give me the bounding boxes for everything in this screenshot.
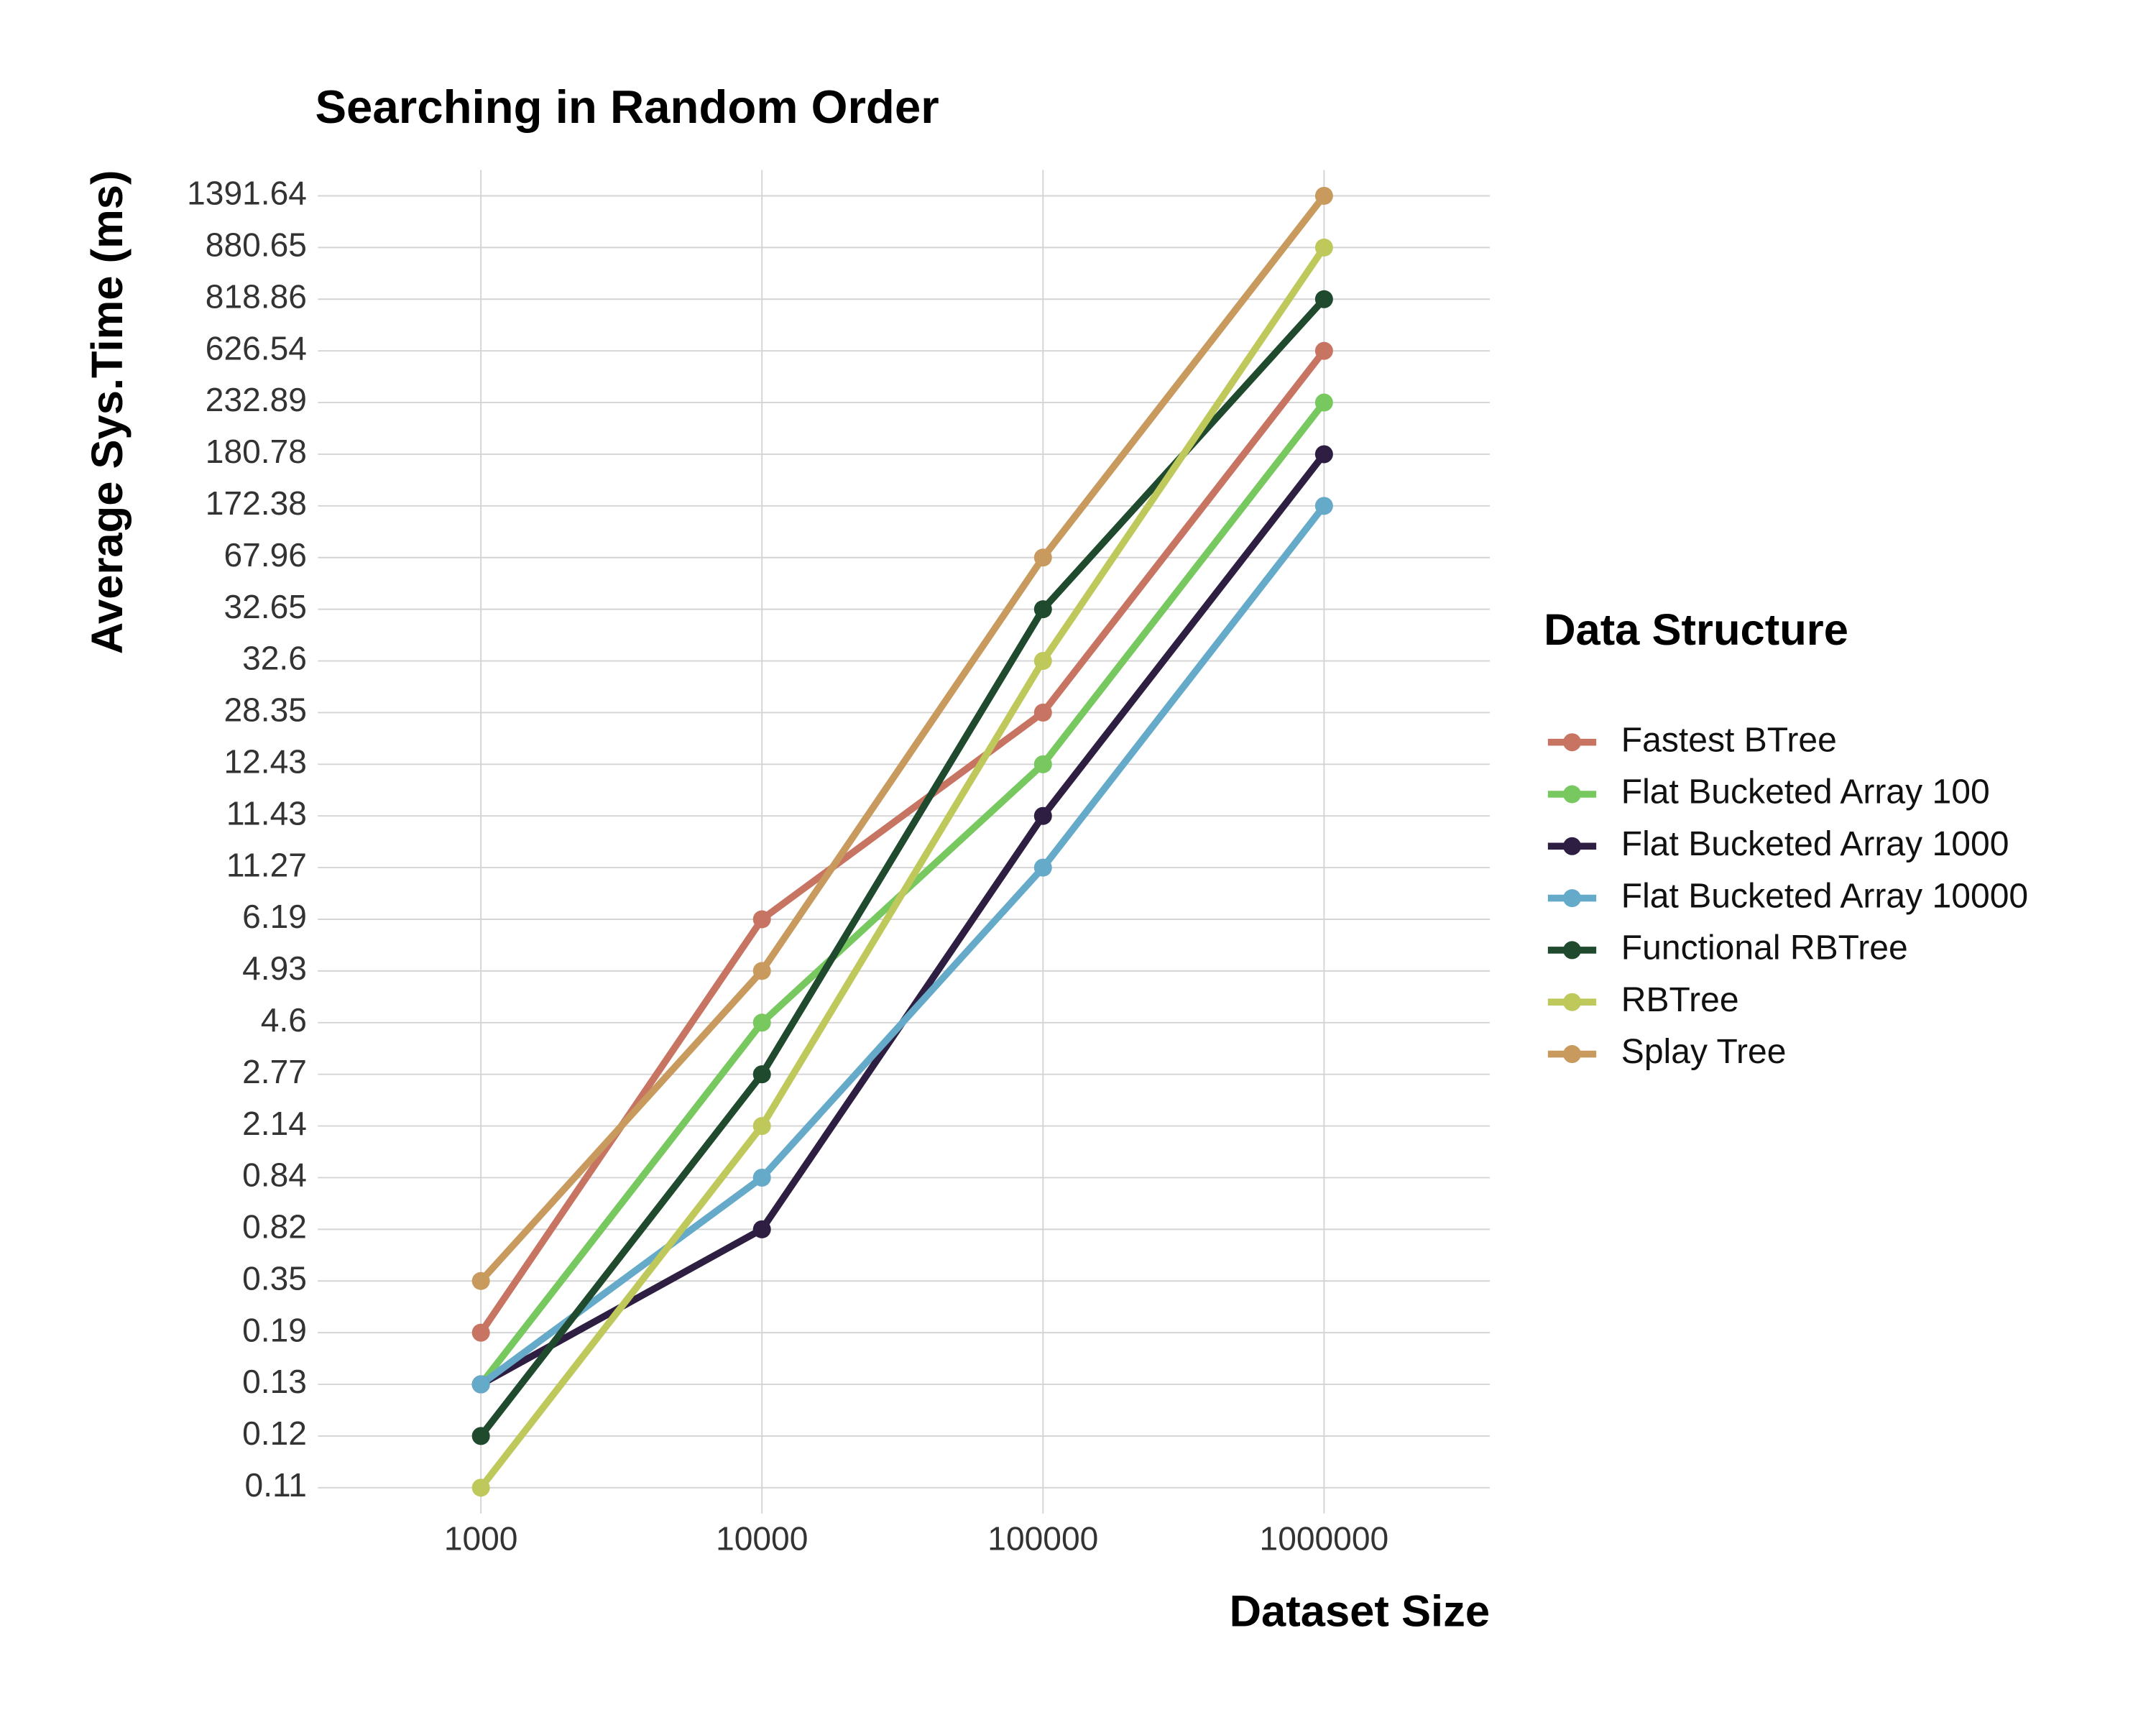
data-point bbox=[1033, 652, 1052, 671]
legend-swatch-point bbox=[1563, 993, 1581, 1011]
legend-swatch-point bbox=[1563, 941, 1581, 960]
y-tick-label: 0.35 bbox=[242, 1259, 307, 1297]
data-point bbox=[1314, 341, 1333, 360]
x-axis-label: Dataset Size bbox=[1230, 1586, 1490, 1636]
legend-swatch-point bbox=[1563, 733, 1581, 752]
data-point bbox=[1314, 186, 1333, 205]
data-point bbox=[1033, 548, 1052, 567]
data-point bbox=[752, 1065, 771, 1084]
y-tick-label: 880.65 bbox=[206, 226, 307, 264]
y-tick-label: 32.65 bbox=[224, 588, 306, 625]
data-point bbox=[1314, 497, 1333, 515]
data-point bbox=[752, 1117, 771, 1136]
data-point bbox=[752, 1013, 771, 1032]
legend-label: Fastest BTree bbox=[1621, 720, 1837, 759]
legend-label: Flat Bucketed Array 100 bbox=[1621, 773, 1990, 811]
data-point bbox=[752, 1220, 771, 1238]
y-tick-label: 4.93 bbox=[242, 949, 307, 987]
x-tick-label: 1000000 bbox=[1260, 1519, 1389, 1557]
x-tick-label: 100000 bbox=[987, 1519, 1098, 1557]
y-tick-label: 180.78 bbox=[206, 433, 307, 470]
y-tick-label: 6.19 bbox=[242, 898, 307, 935]
legend-swatch-point bbox=[1563, 1045, 1581, 1064]
y-tick-label: 32.6 bbox=[242, 640, 307, 677]
data-point bbox=[471, 1271, 490, 1290]
data-point bbox=[752, 1168, 771, 1187]
series-line bbox=[479, 503, 1327, 1387]
legend-label: RBTree bbox=[1621, 980, 1739, 1019]
series-line bbox=[478, 193, 1327, 1284]
chart-title: Searching in Random Order bbox=[315, 80, 939, 133]
legend-label: Flat Bucketed Array 1000 bbox=[1621, 824, 2009, 863]
y-tick-label: 2.77 bbox=[242, 1053, 307, 1090]
legend-label: Flat Bucketed Array 10000 bbox=[1621, 876, 2028, 915]
y-axis-label: Average Sys.Time (ms) bbox=[83, 170, 132, 655]
data-point bbox=[752, 962, 771, 980]
data-point bbox=[1033, 806, 1052, 825]
legend-swatch-point bbox=[1563, 785, 1581, 804]
legend-swatch-point bbox=[1563, 889, 1581, 908]
data-point bbox=[752, 910, 771, 929]
y-tick-label: 0.11 bbox=[245, 1466, 307, 1504]
legend-swatch-point bbox=[1563, 837, 1581, 855]
data-point bbox=[1033, 755, 1052, 773]
y-tick-label: 0.82 bbox=[242, 1208, 307, 1246]
data-point bbox=[471, 1427, 490, 1445]
legend-label: Splay Tree bbox=[1621, 1032, 1787, 1071]
data-point bbox=[471, 1375, 490, 1394]
y-tick-label: 0.19 bbox=[242, 1311, 307, 1348]
y-tick-label: 1391.64 bbox=[187, 175, 307, 212]
data-point bbox=[471, 1478, 490, 1497]
series-line bbox=[478, 245, 1327, 1490]
y-tick-label: 0.84 bbox=[242, 1156, 307, 1194]
y-tick-label: 172.38 bbox=[206, 484, 307, 522]
x-tick-label: 1000 bbox=[444, 1519, 518, 1557]
data-point bbox=[1314, 393, 1333, 412]
data-point bbox=[1314, 238, 1333, 257]
y-tick-label: 2.14 bbox=[242, 1105, 307, 1142]
legend-title: Data Structure bbox=[1544, 605, 1848, 655]
legend-label: Functional RBTree bbox=[1621, 929, 1908, 967]
x-tick-label: 10000 bbox=[716, 1519, 808, 1557]
data-point bbox=[1033, 600, 1052, 619]
y-tick-label: 626.54 bbox=[206, 329, 307, 367]
data-point bbox=[1033, 703, 1052, 722]
data-point bbox=[1314, 290, 1333, 308]
y-tick-label: 11.27 bbox=[226, 846, 307, 883]
data-point bbox=[1033, 858, 1052, 877]
y-tick-label: 0.12 bbox=[242, 1414, 307, 1452]
y-tick-label: 67.96 bbox=[224, 536, 306, 574]
y-tick-label: 28.35 bbox=[224, 691, 306, 729]
y-tick-label: 4.6 bbox=[261, 1001, 307, 1039]
y-tick-label: 0.13 bbox=[242, 1363, 307, 1400]
y-tick-label: 12.43 bbox=[224, 743, 306, 781]
y-tick-label: 818.86 bbox=[206, 277, 307, 315]
data-point bbox=[1314, 445, 1333, 464]
data-point bbox=[471, 1323, 490, 1342]
y-tick-label: 232.89 bbox=[206, 381, 307, 418]
y-tick-label: 11.43 bbox=[226, 794, 307, 832]
